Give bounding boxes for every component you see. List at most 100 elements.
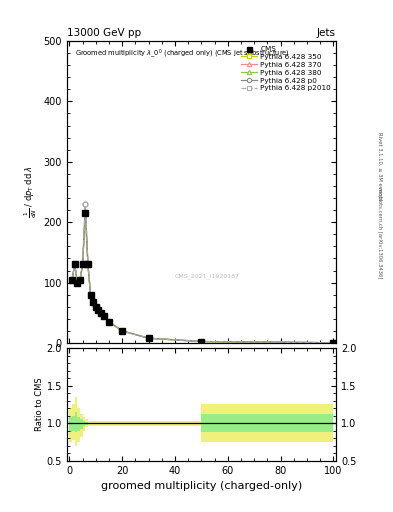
Pythia 6.428 350: [75, 280, 80, 286]
Pythia 6.428 350: [91, 299, 95, 305]
Pythia 6.428 p2010: [88, 292, 93, 298]
Pythia 6.428 370: [80, 262, 85, 268]
Text: 13000 GeV pp: 13000 GeV pp: [67, 28, 141, 38]
Pythia 6.428 380: [120, 328, 125, 334]
Pythia 6.428 380: [107, 319, 111, 325]
Pythia 6.428 350: [96, 307, 101, 313]
Pythia 6.428 370: [78, 276, 83, 283]
CMS: [146, 335, 151, 342]
Pythia 6.428 350: [199, 338, 204, 345]
Pythia 6.428 p0: [107, 319, 111, 325]
Pythia 6.428 p2010: [107, 319, 111, 325]
Text: CMS_2021_I1920187: CMS_2021_I1920187: [174, 274, 239, 280]
CMS: [80, 262, 85, 268]
Pythia 6.428 p0: [101, 313, 106, 319]
Pythia 6.428 380: [80, 262, 85, 268]
CMS: [120, 328, 125, 334]
Pythia 6.428 p2010: [94, 304, 98, 310]
CMS: [99, 310, 103, 316]
CMS: [91, 299, 95, 305]
Line: Pythia 6.428 380: Pythia 6.428 380: [70, 211, 336, 345]
Pythia 6.428 350: [331, 339, 336, 346]
Pythia 6.428 370: [83, 210, 88, 216]
Pythia 6.428 p0: [94, 304, 98, 310]
Pythia 6.428 380: [146, 335, 151, 342]
Pythia 6.428 380: [78, 276, 83, 283]
Pythia 6.428 p0: [99, 310, 103, 316]
Pythia 6.428 p0: [96, 307, 101, 313]
Pythia 6.428 370: [72, 262, 77, 268]
Pythia 6.428 350: [107, 319, 111, 325]
Line: Pythia 6.428 p0: Pythia 6.428 p0: [70, 202, 336, 345]
Pythia 6.428 p0: [86, 262, 90, 268]
Pythia 6.428 380: [86, 262, 90, 268]
CMS: [78, 276, 83, 283]
CMS: [94, 304, 98, 310]
Pythia 6.428 380: [83, 210, 88, 216]
Pythia 6.428 370: [99, 310, 103, 316]
Pythia 6.428 p2010: [99, 310, 103, 316]
Pythia 6.428 p0: [199, 338, 204, 345]
Pythia 6.428 350: [80, 262, 85, 268]
CMS: [107, 319, 111, 325]
Pythia 6.428 380: [99, 310, 103, 316]
CMS: [86, 262, 90, 268]
Pythia 6.428 p0: [83, 201, 88, 207]
Pythia 6.428 p0: [88, 292, 93, 298]
Pythia 6.428 350: [88, 292, 93, 298]
Pythia 6.428 370: [101, 313, 106, 319]
Pythia 6.428 370: [75, 280, 80, 286]
Pythia 6.428 p0: [70, 276, 74, 283]
Pythia 6.428 380: [101, 313, 106, 319]
Pythia 6.428 p2010: [91, 299, 95, 305]
CMS: [331, 339, 336, 346]
CMS: [88, 292, 93, 298]
Pythia 6.428 p2010: [80, 262, 85, 268]
Pythia 6.428 380: [91, 299, 95, 305]
Pythia 6.428 p2010: [120, 328, 125, 334]
CMS: [83, 210, 88, 216]
Pythia 6.428 380: [70, 276, 74, 283]
Pythia 6.428 p2010: [146, 335, 151, 342]
Pythia 6.428 p2010: [331, 339, 336, 346]
CMS: [72, 262, 77, 268]
CMS: [101, 313, 106, 319]
Pythia 6.428 350: [120, 328, 125, 334]
Pythia 6.428 350: [94, 304, 98, 310]
Line: Pythia 6.428 p2010: Pythia 6.428 p2010: [70, 202, 336, 345]
Pythia 6.428 370: [86, 262, 90, 268]
Pythia 6.428 350: [101, 313, 106, 319]
Pythia 6.428 350: [146, 335, 151, 342]
Pythia 6.428 370: [96, 307, 101, 313]
Pythia 6.428 350: [83, 210, 88, 216]
Pythia 6.428 370: [120, 328, 125, 334]
Pythia 6.428 p2010: [72, 262, 77, 268]
Text: Rivet 3.1.10, ≥ 3M events: Rivet 3.1.10, ≥ 3M events: [377, 132, 382, 201]
Y-axis label: Ratio to CMS: Ratio to CMS: [35, 378, 44, 431]
Pythia 6.428 p0: [91, 299, 95, 305]
X-axis label: groomed multiplicity (charged-only): groomed multiplicity (charged-only): [101, 481, 302, 491]
Pythia 6.428 370: [91, 299, 95, 305]
Pythia 6.428 370: [331, 339, 336, 346]
Pythia 6.428 350: [99, 310, 103, 316]
Pythia 6.428 380: [72, 262, 77, 268]
Text: mcplots.cern.ch [arXiv:1306.3436]: mcplots.cern.ch [arXiv:1306.3436]: [377, 187, 382, 279]
Pythia 6.428 380: [88, 292, 93, 298]
Pythia 6.428 380: [96, 307, 101, 313]
Pythia 6.428 370: [70, 276, 74, 283]
Text: Jets: Jets: [317, 28, 336, 38]
Line: Pythia 6.428 370: Pythia 6.428 370: [70, 211, 336, 345]
Pythia 6.428 370: [88, 292, 93, 298]
Pythia 6.428 350: [72, 262, 77, 268]
Pythia 6.428 p0: [75, 280, 80, 286]
Pythia 6.428 380: [75, 280, 80, 286]
Pythia 6.428 p0: [78, 276, 83, 283]
Line: CMS: CMS: [69, 210, 336, 346]
Pythia 6.428 370: [146, 335, 151, 342]
Pythia 6.428 380: [199, 338, 204, 345]
Pythia 6.428 350: [86, 262, 90, 268]
Legend: CMS, Pythia 6.428 350, Pythia 6.428 370, Pythia 6.428 380, Pythia 6.428 p0, Pyth: CMS, Pythia 6.428 350, Pythia 6.428 370,…: [240, 45, 332, 93]
Pythia 6.428 p2010: [75, 280, 80, 286]
Pythia 6.428 p0: [331, 339, 336, 346]
Pythia 6.428 p2010: [83, 201, 88, 207]
